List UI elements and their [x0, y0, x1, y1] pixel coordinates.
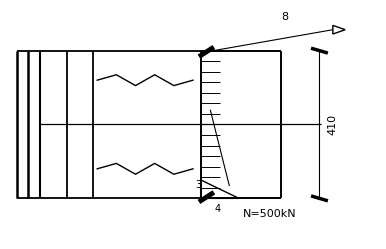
Text: N=500kN: N=500kN: [243, 209, 296, 219]
Text: 410: 410: [328, 114, 338, 135]
Text: 4: 4: [215, 204, 221, 214]
Text: 3: 3: [196, 180, 202, 190]
Text: 8: 8: [281, 12, 289, 22]
